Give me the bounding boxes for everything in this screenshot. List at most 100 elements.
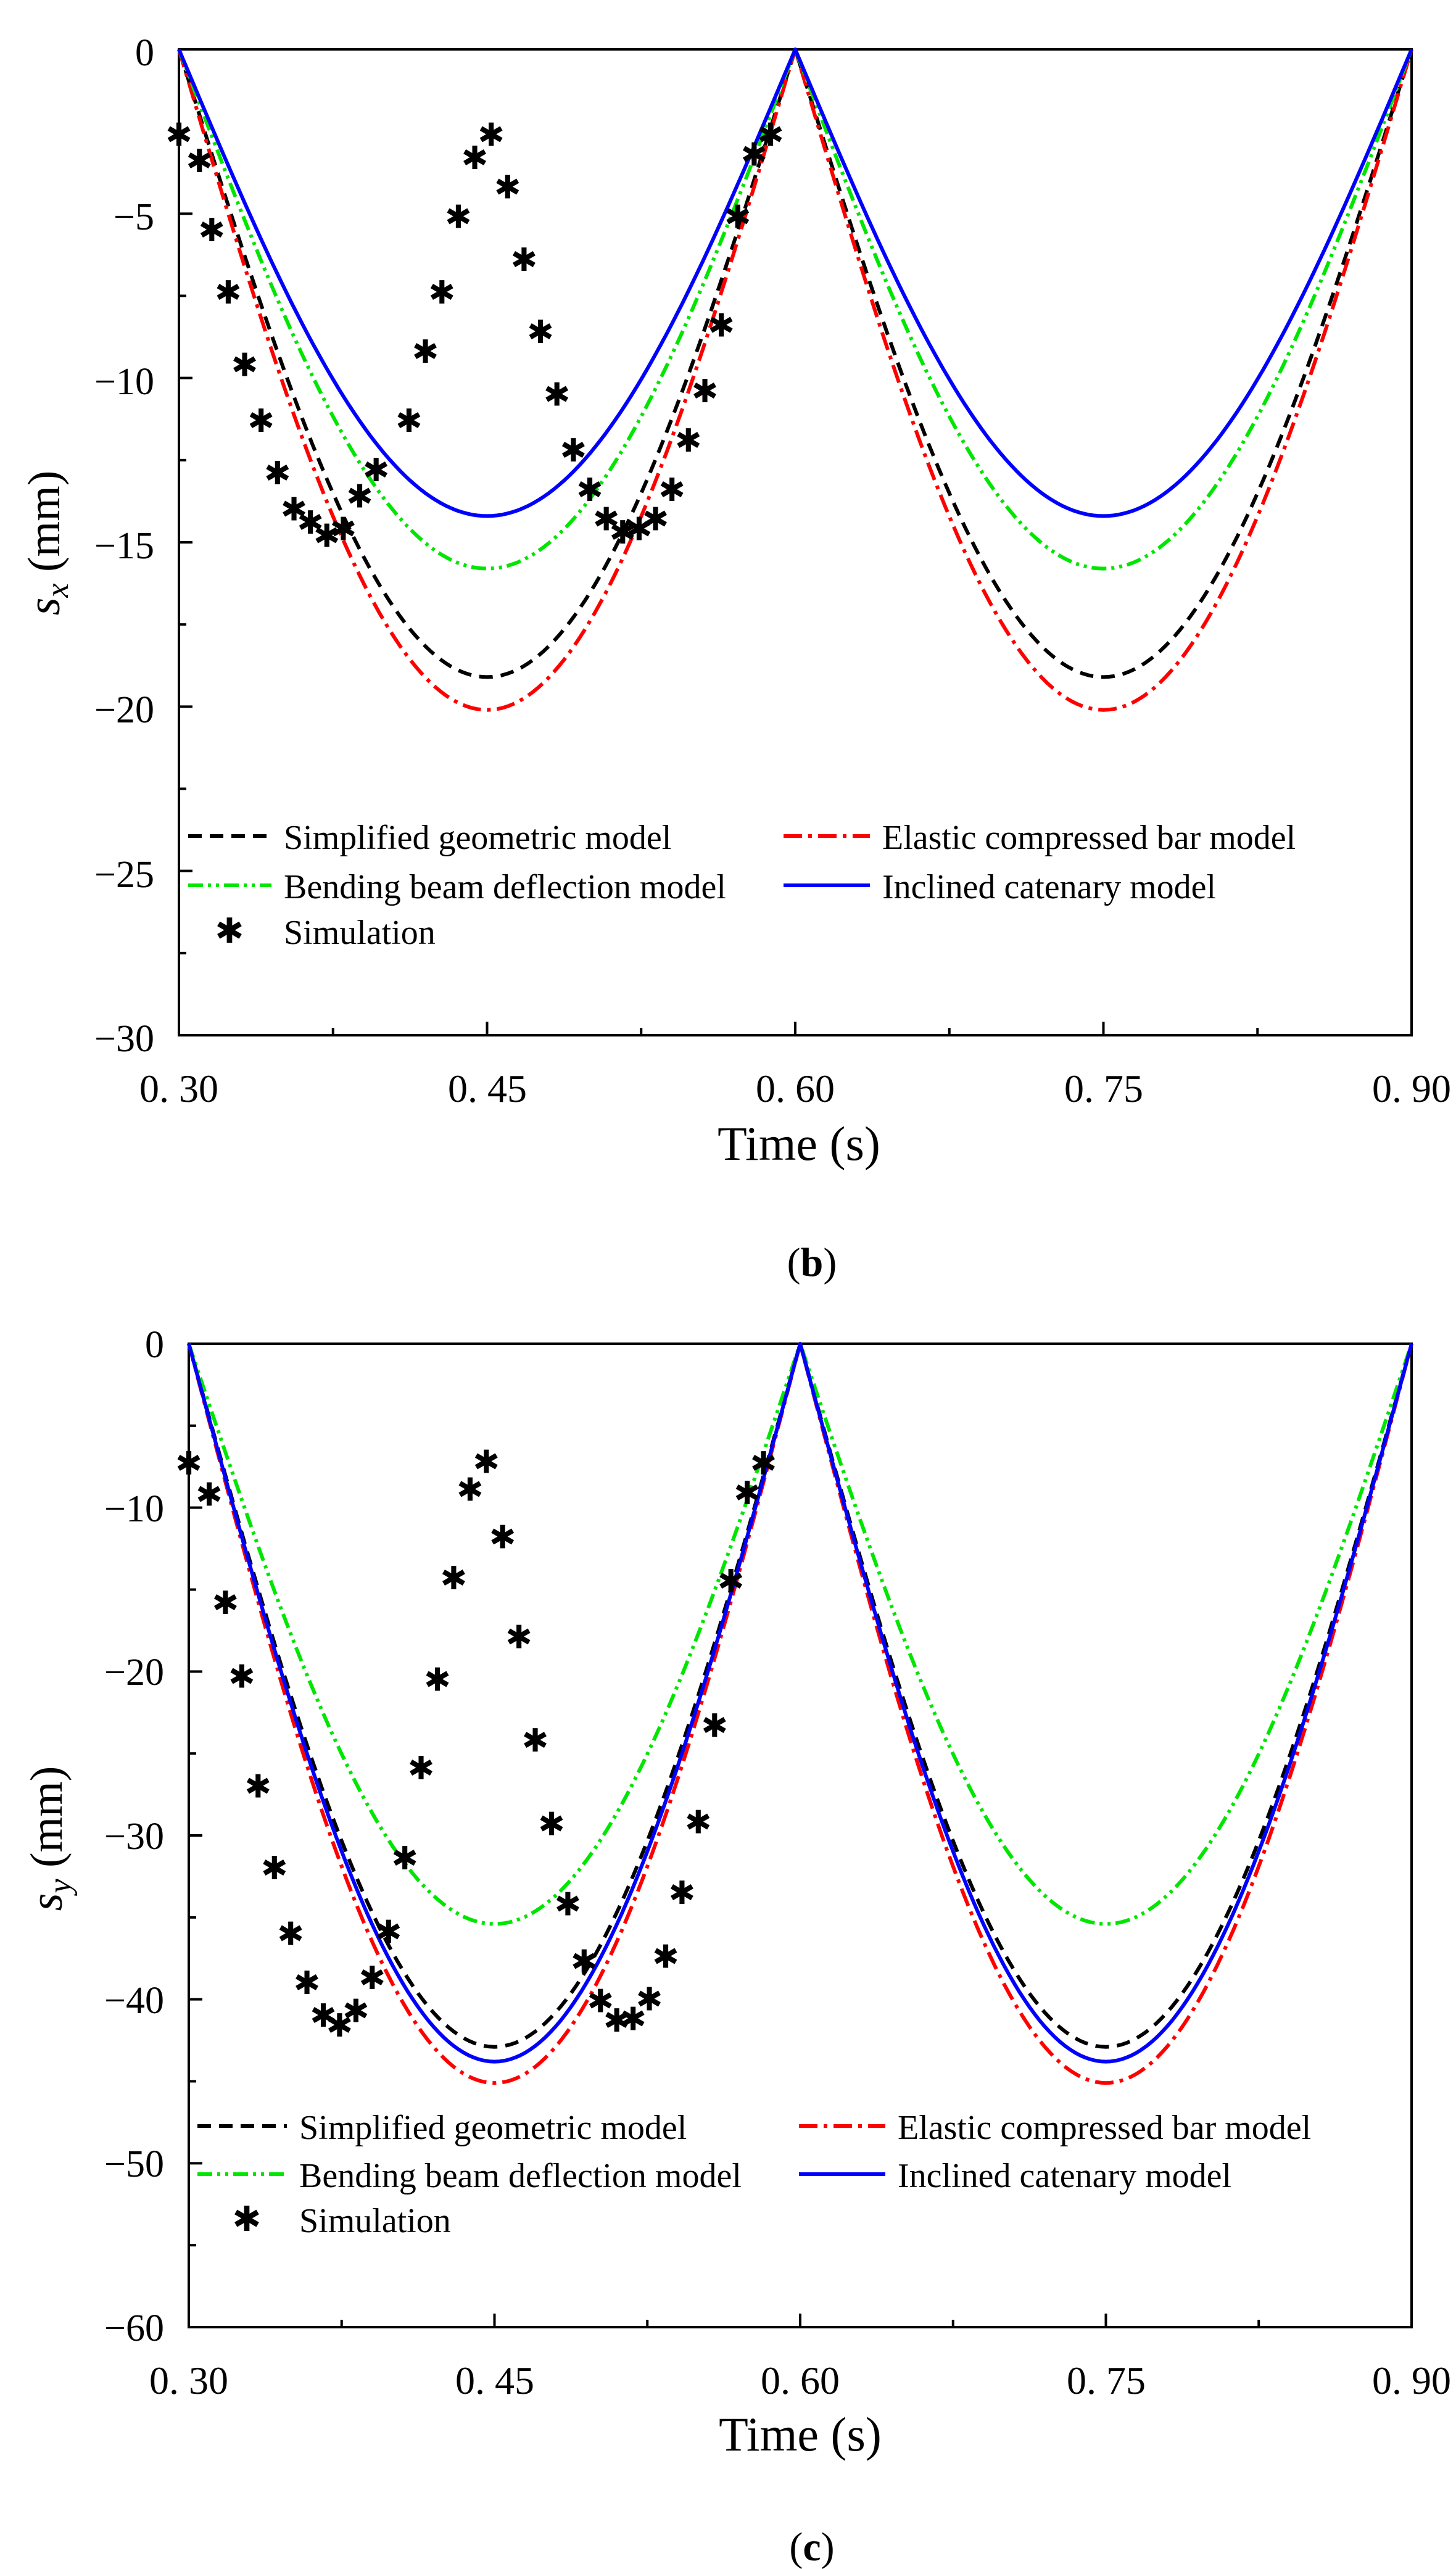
simulation-point: ✱: [609, 516, 636, 551]
simulation-point: ✱: [675, 424, 702, 459]
simulation-point: ✱: [310, 1999, 337, 2034]
legend-label: Simplified geometric model: [299, 2109, 687, 2147]
y-tick-label: −20: [104, 1652, 164, 1694]
simulation-point: ✱: [511, 243, 538, 278]
x-tick-label: 0. 90: [1372, 1067, 1451, 1111]
series-line: [187, 1342, 1413, 2049]
simulation-point: ✱: [603, 2004, 631, 2039]
legend-swatch: ✱: [233, 2201, 262, 2239]
series-curves: [187, 1342, 1413, 2085]
series-line: [187, 1342, 1413, 2064]
simulation-point: ✱: [636, 1983, 663, 2018]
simulation-point: ✱: [165, 118, 192, 153]
simulation-point: ✱: [247, 404, 275, 439]
simulation-point: ✱: [658, 473, 685, 508]
simulation-point: ✱: [428, 276, 455, 311]
simulation-point: ✱: [576, 473, 603, 508]
simulation-point: ✱: [724, 201, 751, 236]
simulation-point: ✱: [473, 1445, 500, 1480]
x-tick-label: 0. 60: [761, 2359, 840, 2402]
panel-caption: (b): [787, 1240, 837, 1285]
simulation-point: ✱: [228, 1660, 255, 1695]
simulation-point: ✱: [231, 348, 259, 383]
simulation-point: ✱: [750, 1447, 777, 1482]
simulation-point: ✱: [544, 378, 571, 413]
simulation-point: ✱: [571, 1945, 598, 1980]
simulation-point: ✱: [445, 201, 472, 236]
simulation-point: ✱: [408, 1752, 435, 1787]
simulation-point: ✱: [593, 503, 620, 538]
chart-panel-c: ✱✱✱✱✱✱✱✱✱✱✱✱✱✱✱✱✱✱✱✱✱✱✱✱✱✱✱✱✱✱✱✱✱✱✱✱ 0 −…: [22, 1324, 1451, 2569]
simulation-point: ✱: [342, 1994, 370, 2029]
simulation-point: ✱: [175, 1447, 202, 1482]
simulation-point: ✱: [741, 138, 768, 173]
simulation-markers: ✱✱✱✱✱✱✱✱✱✱✱✱✱✱✱✱✱✱✱✱✱✱✱✱✱✱✱✱✱✱✱✱✱✱✱✱: [165, 118, 784, 554]
legend-label: Bending beam deflection model: [284, 868, 726, 906]
simulation-point: ✱: [391, 1842, 418, 1877]
simulation-point: ✱: [277, 1917, 304, 1952]
simulation-point: ✱: [626, 513, 653, 548]
simulation-point: ✱: [441, 1562, 468, 1597]
simulation-point: ✱: [245, 1769, 272, 1805]
simulation-point: ✱: [412, 335, 439, 370]
legend-swatch: ✱: [215, 912, 244, 951]
x-tick-label: 0. 30: [149, 2359, 228, 2402]
y-tick-label: −20: [94, 689, 154, 731]
y-tick-label: −10: [104, 1488, 164, 1530]
simulation-point: ✱: [692, 374, 719, 410]
panel-caption: (c): [789, 2525, 834, 2569]
y-tick-label: −40: [104, 1980, 164, 2022]
axis-ticks: [188, 1342, 1413, 2328]
y-tick-label: −30: [94, 1018, 154, 1060]
series-curves: [177, 48, 1413, 712]
chart-panel-b: ✱✱✱✱✱✱✱✱✱✱✱✱✱✱✱✱✱✱✱✱✱✱✱✱✱✱✱✱✱✱✱✱✱✱✱✱ 0 −…: [19, 32, 1451, 1285]
simulation-point: ✱: [701, 1709, 728, 1744]
simulation-point: ✱: [326, 2009, 354, 2044]
simulation-point: ✱: [457, 1473, 484, 1508]
x-axis-title: Time (s): [718, 1117, 880, 1170]
legend-label: Inclined catenary model: [882, 868, 1216, 906]
simulation-point: ✱: [560, 434, 587, 469]
series-line: [177, 48, 1413, 679]
legend-label: Elastic compressed bar model: [882, 819, 1296, 857]
simulation-point: ✱: [281, 493, 308, 528]
simulation-point: ✱: [264, 457, 291, 492]
simulation-point: ✱: [652, 1940, 679, 1975]
simulation-point: ✱: [424, 1663, 451, 1698]
simulation-point: ✱: [718, 1565, 745, 1600]
simulation-point: ✱: [505, 1621, 532, 1656]
series-line: [177, 48, 1413, 712]
simulation-point: ✱: [522, 1724, 549, 1759]
x-tick-label: 0. 45: [448, 1067, 527, 1111]
legend-label: Elastic compressed bar model: [898, 2109, 1311, 2147]
y-tick-label: −15: [94, 525, 154, 567]
simulation-point: ✱: [734, 1476, 761, 1512]
simulation-point: ✱: [363, 453, 390, 489]
simulation-point: ✱: [196, 1478, 223, 1513]
legend-label: Simulation: [284, 914, 436, 952]
simulation-point: ✱: [527, 315, 554, 350]
legend: Simplified geometric model Elastic compr…: [188, 819, 1296, 952]
x-tick-label: 0. 75: [1067, 2359, 1146, 2402]
x-axis-title: Time (s): [719, 2407, 882, 2461]
x-tick-label: 0. 30: [139, 1067, 218, 1111]
simulation-point: ✱: [346, 479, 373, 515]
y-tick-label: 0: [145, 1324, 164, 1366]
simulation-point: ✱: [313, 519, 341, 554]
x-tick-label: 0. 90: [1372, 2359, 1451, 2402]
simulation-point: ✱: [461, 141, 489, 176]
series-line: [187, 1342, 1413, 2085]
axis-ticks: [178, 48, 1413, 1036]
simulation-point: ✱: [538, 1807, 565, 1842]
y-tick-label: −5: [114, 196, 154, 238]
simulation-markers: ✱✱✱✱✱✱✱✱✱✱✱✱✱✱✱✱✱✱✱✱✱✱✱✱✱✱✱✱✱✱✱✱✱✱✱✱: [175, 1445, 777, 2044]
legend-label: Inclined catenary model: [898, 2157, 1231, 2195]
simulation-point: ✱: [619, 2003, 647, 2038]
simulation-point: ✱: [669, 1876, 696, 1911]
simulation-point: ✱: [478, 118, 505, 153]
simulation-point: ✱: [555, 1888, 582, 1923]
legend-label: Bending beam deflection model: [299, 2157, 742, 2195]
y-axis-title: sy (mm): [22, 1766, 78, 1911]
series-line: [187, 1342, 1413, 1926]
